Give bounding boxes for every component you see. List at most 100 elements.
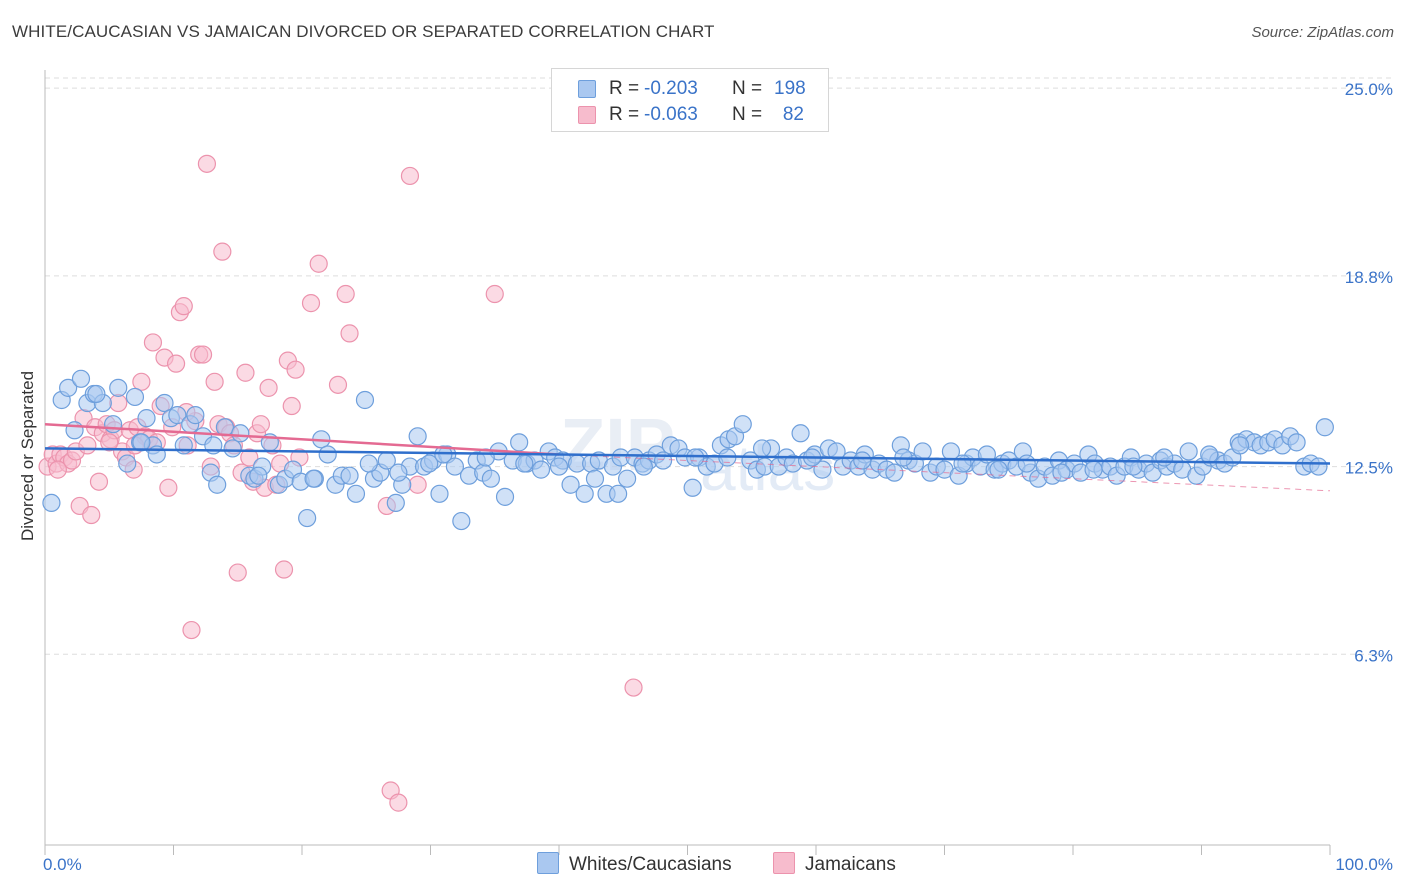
- jamaican-point: [48, 460, 67, 479]
- white-point: [885, 463, 904, 482]
- x-tick-label-min: 0.0%: [43, 855, 82, 874]
- legend-r-label: R =: [609, 104, 640, 125]
- jamaican-point: [228, 563, 247, 582]
- jamaican-point: [166, 354, 186, 373]
- jamaican-point: [89, 472, 109, 491]
- correlation-legend: R = -0.203 N = 198 R = -0.063 N = 82: [551, 68, 829, 132]
- white-point: [389, 463, 408, 482]
- white-point: [481, 469, 500, 488]
- jamaican-point: [132, 372, 151, 391]
- white-point: [1017, 454, 1036, 473]
- jamaican-point: [309, 254, 328, 273]
- chart-source: Source: ZipAtlas.com: [1251, 24, 1394, 41]
- white-point: [249, 466, 268, 485]
- white-point: [1155, 448, 1174, 467]
- legend-n-label: N =: [732, 78, 763, 99]
- bottom-legend-label: Whites/Caucasians: [569, 854, 732, 875]
- white-point: [359, 454, 378, 473]
- white-point: [752, 439, 772, 458]
- white-point: [298, 508, 317, 528]
- jamaican-point: [182, 620, 201, 640]
- white-point: [989, 460, 1008, 479]
- legend-n-label: N =: [732, 104, 763, 125]
- bottom-legend-swatch-pink: [773, 852, 795, 874]
- jamaican-point: [328, 375, 348, 394]
- white-point: [104, 415, 123, 434]
- white-point: [1315, 418, 1334, 437]
- white-point: [1230, 436, 1250, 455]
- white-point: [445, 457, 465, 476]
- jamaican-point: [485, 284, 504, 304]
- jamaican-point: [259, 378, 278, 397]
- white-point: [87, 384, 106, 404]
- tick-labels: 6.3% 12.5% 18.8% 25.0% 0.0% 100.0%: [43, 80, 1393, 874]
- x-tick-label-max: 100.0%: [1335, 855, 1393, 874]
- jamaican-point: [240, 448, 259, 467]
- jamaican-point: [159, 478, 178, 497]
- jamaican-point: [174, 297, 193, 316]
- white-point: [510, 433, 529, 452]
- white-point: [531, 460, 551, 479]
- bottom-legend-label: Jamaicans: [805, 854, 896, 875]
- white-point: [609, 484, 628, 503]
- bottom-legend-swatch-blue: [537, 852, 559, 874]
- white-point: [434, 445, 453, 464]
- jamaican-point: [624, 678, 643, 697]
- white-point: [1052, 463, 1071, 482]
- white-point: [686, 448, 705, 467]
- white-point: [318, 445, 337, 464]
- white-point: [304, 469, 323, 488]
- jamaican-point: [197, 154, 217, 173]
- white-point: [65, 421, 84, 440]
- jamaican-point: [336, 284, 355, 304]
- white-point: [853, 451, 872, 470]
- white-point: [634, 457, 653, 476]
- jamaican-point: [236, 363, 255, 382]
- jamaican-point: [205, 372, 224, 391]
- legend-n-value: 82: [782, 104, 804, 125]
- jamaican-point: [389, 793, 408, 812]
- white-point: [733, 415, 752, 434]
- legend-n-value: 198: [774, 78, 806, 99]
- legend-swatch-blue: [578, 80, 596, 98]
- white-point: [1200, 445, 1219, 464]
- jamaicans-trend-extension: [558, 453, 1331, 492]
- white-point: [215, 418, 234, 437]
- white-point: [575, 484, 594, 503]
- jamaican-point: [286, 360, 305, 379]
- legend-r-label: R =: [609, 78, 640, 99]
- white-point: [1084, 460, 1103, 479]
- white-point: [132, 433, 151, 452]
- jamaican-point: [282, 396, 301, 416]
- jamaican-point: [251, 415, 270, 434]
- white-point: [430, 484, 449, 503]
- jamaican-point: [193, 345, 213, 364]
- white-point: [59, 378, 78, 397]
- legend-r-value: -0.063: [644, 104, 698, 125]
- white-point: [223, 439, 242, 458]
- white-point: [118, 454, 137, 473]
- white-point: [186, 406, 205, 425]
- bottom-legend-whites: Whites/Caucasians: [537, 852, 732, 876]
- white-point: [155, 393, 174, 413]
- white-point: [71, 369, 91, 388]
- jamaican-point: [301, 294, 321, 313]
- jamaican-point: [340, 324, 359, 343]
- bottom-legend-jamaicans: Jamaicans: [773, 852, 896, 876]
- white-point: [683, 478, 702, 497]
- white-point: [355, 390, 375, 410]
- jamaican-point: [78, 436, 97, 455]
- white-point: [109, 378, 128, 397]
- white-point: [408, 427, 427, 446]
- white-point: [1287, 433, 1306, 452]
- jamaican-point: [408, 475, 427, 494]
- white-point: [813, 460, 832, 479]
- jamaican-point: [213, 242, 232, 261]
- white-point: [515, 454, 534, 473]
- white-point: [1309, 457, 1328, 476]
- jamaican-point: [82, 505, 101, 525]
- y-tick-label: 12.5%: [1345, 459, 1393, 478]
- white-point: [346, 484, 366, 503]
- jamaican-point: [109, 393, 128, 413]
